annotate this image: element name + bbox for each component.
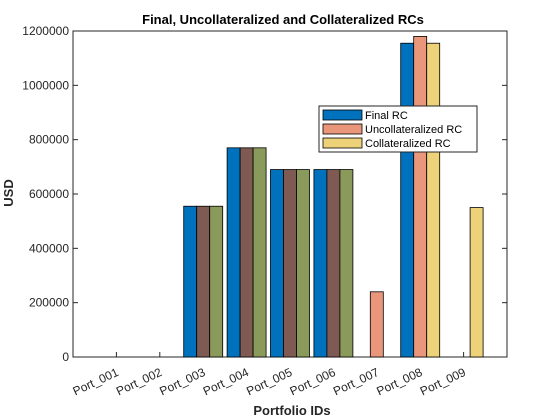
bar-collateralized-rc (252, 147, 267, 358)
bar-final-rc (313, 169, 328, 358)
x-tick-label: Port_006 (288, 365, 338, 398)
bar-uncollateralized-rc (283, 169, 297, 358)
legend-swatch (322, 137, 363, 149)
bar-final-rc (226, 147, 241, 358)
x-tick-label: Port_008 (374, 365, 424, 398)
x-axis-label: Portfolio IDs (253, 403, 330, 418)
y-axis-label: USD (1, 179, 16, 206)
chart-title: Final, Uncollateralized and Collateraliz… (142, 12, 424, 27)
bar-final-rc (183, 205, 198, 358)
y-tick-label: 600000 (29, 187, 69, 201)
bar-uncollateralized-rc (413, 36, 428, 358)
y-tick-label: 0 (62, 350, 69, 364)
bar-final-rc (400, 42, 415, 358)
legend-swatch (322, 109, 363, 121)
y-tick-label: 800000 (29, 133, 69, 147)
y-tick-label: 400000 (29, 241, 69, 255)
bar-collateralized-rc (339, 169, 354, 358)
y-tick-label: 1200000 (22, 24, 69, 38)
x-tick-label: Port_003 (157, 365, 207, 398)
bar-collateralized-rc (426, 42, 441, 358)
bar-final-rc (270, 169, 284, 358)
legend: Final RC Uncollateralized RC Collateralize… (318, 105, 478, 153)
bar-uncollateralized-rc (239, 147, 254, 358)
bar-collateralized-rc (209, 205, 224, 358)
bar-collateralized-rc (469, 207, 484, 358)
bar-uncollateralized-rc (196, 205, 211, 358)
legend-swatch (322, 123, 363, 135)
legend-entry: Uncollateralized RC (365, 124, 462, 136)
legend-entry: Collateralized RC (365, 138, 451, 150)
bar-collateralized-rc (296, 169, 310, 358)
bar-uncollateralized-rc (326, 169, 341, 358)
x-tick-label: Port_002 (114, 365, 164, 398)
x-tick-label: Port_004 (201, 365, 251, 398)
x-tick-label: Port_001 (71, 365, 121, 398)
plot-area: 0 200000 400000 600000 800000 1000000 1200000 P… (22, 24, 508, 398)
y-tick-label: 1000000 (22, 78, 69, 92)
bar-uncollateralized-rc (369, 291, 384, 358)
x-tick-label: Port_007 (331, 365, 381, 398)
legend-entry: Final RC (365, 110, 408, 122)
x-tick-label: Port_009 (418, 365, 468, 398)
y-tick-label: 200000 (29, 296, 69, 310)
x-tick-label: Port_005 (244, 365, 294, 398)
